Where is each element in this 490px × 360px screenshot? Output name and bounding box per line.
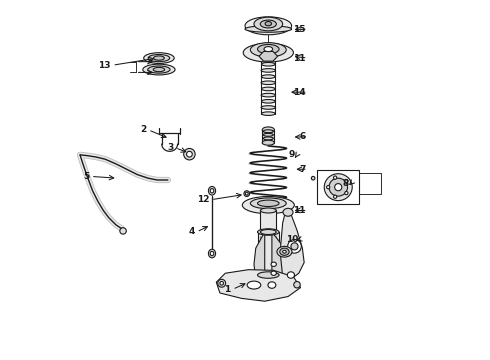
Ellipse shape <box>148 54 170 62</box>
Ellipse shape <box>288 239 301 253</box>
Ellipse shape <box>262 99 275 103</box>
Ellipse shape <box>245 26 292 32</box>
Ellipse shape <box>260 208 276 213</box>
Bar <box>262 130 274 143</box>
Ellipse shape <box>324 174 352 201</box>
Ellipse shape <box>271 262 276 266</box>
Text: 6: 6 <box>300 132 306 141</box>
Ellipse shape <box>335 184 342 191</box>
Ellipse shape <box>258 44 279 54</box>
Ellipse shape <box>262 127 274 133</box>
Ellipse shape <box>263 137 273 140</box>
Ellipse shape <box>187 151 192 157</box>
Ellipse shape <box>334 195 337 198</box>
Ellipse shape <box>329 178 347 196</box>
Ellipse shape <box>120 228 126 234</box>
Ellipse shape <box>244 191 250 197</box>
Ellipse shape <box>261 56 275 60</box>
Ellipse shape <box>245 192 248 195</box>
Ellipse shape <box>210 251 214 256</box>
Ellipse shape <box>283 250 286 253</box>
Ellipse shape <box>271 271 276 275</box>
Text: 3: 3 <box>167 143 173 152</box>
Ellipse shape <box>258 229 279 235</box>
Ellipse shape <box>218 279 225 287</box>
Ellipse shape <box>148 66 170 73</box>
Ellipse shape <box>262 62 275 66</box>
Bar <box>318 170 359 204</box>
Text: 4: 4 <box>189 228 195 237</box>
Ellipse shape <box>243 43 294 62</box>
Ellipse shape <box>250 198 286 209</box>
Ellipse shape <box>208 249 216 258</box>
Ellipse shape <box>263 130 273 133</box>
Ellipse shape <box>153 56 164 60</box>
Bar <box>258 232 279 275</box>
Ellipse shape <box>326 185 330 189</box>
Ellipse shape <box>260 229 276 234</box>
Ellipse shape <box>345 192 348 195</box>
Ellipse shape <box>247 281 261 289</box>
Ellipse shape <box>345 180 348 183</box>
Text: 11: 11 <box>294 54 306 63</box>
Text: 8: 8 <box>343 179 349 188</box>
Ellipse shape <box>261 69 275 72</box>
Text: 2: 2 <box>140 125 147 134</box>
Ellipse shape <box>143 64 175 75</box>
Ellipse shape <box>294 282 300 288</box>
Polygon shape <box>216 270 300 301</box>
Ellipse shape <box>258 200 279 207</box>
Polygon shape <box>272 232 290 279</box>
Ellipse shape <box>264 46 272 51</box>
Ellipse shape <box>268 282 276 288</box>
Ellipse shape <box>208 186 216 195</box>
Ellipse shape <box>245 17 292 35</box>
Ellipse shape <box>262 140 274 145</box>
Text: 15: 15 <box>294 25 306 34</box>
Ellipse shape <box>153 67 165 72</box>
Ellipse shape <box>283 208 293 216</box>
Ellipse shape <box>250 42 286 57</box>
Bar <box>260 211 276 232</box>
Ellipse shape <box>261 93 275 97</box>
Bar <box>359 173 381 194</box>
Ellipse shape <box>144 53 174 63</box>
Text: 5: 5 <box>83 172 89 181</box>
Text: 1: 1 <box>224 285 231 294</box>
Text: 10: 10 <box>287 235 299 244</box>
Polygon shape <box>254 232 265 279</box>
Ellipse shape <box>311 176 315 180</box>
Text: 9: 9 <box>289 150 295 159</box>
Ellipse shape <box>220 282 223 285</box>
Ellipse shape <box>262 112 275 116</box>
Ellipse shape <box>184 148 195 160</box>
Ellipse shape <box>287 272 294 278</box>
Ellipse shape <box>265 22 271 26</box>
Ellipse shape <box>260 20 276 28</box>
Ellipse shape <box>277 246 292 257</box>
Ellipse shape <box>334 176 337 179</box>
Ellipse shape <box>254 17 283 31</box>
Ellipse shape <box>243 197 294 214</box>
Ellipse shape <box>263 134 273 136</box>
Text: 13: 13 <box>98 61 111 70</box>
Ellipse shape <box>210 189 214 193</box>
Text: 12: 12 <box>196 195 209 204</box>
Text: 11: 11 <box>294 206 306 215</box>
Ellipse shape <box>261 81 275 85</box>
Polygon shape <box>280 209 304 279</box>
Ellipse shape <box>261 106 275 109</box>
Text: 14: 14 <box>294 87 306 96</box>
Ellipse shape <box>262 75 275 78</box>
Ellipse shape <box>280 248 289 255</box>
Ellipse shape <box>258 272 279 278</box>
Ellipse shape <box>262 87 275 91</box>
Polygon shape <box>259 51 278 61</box>
Text: 7: 7 <box>299 165 306 174</box>
Ellipse shape <box>291 243 298 250</box>
